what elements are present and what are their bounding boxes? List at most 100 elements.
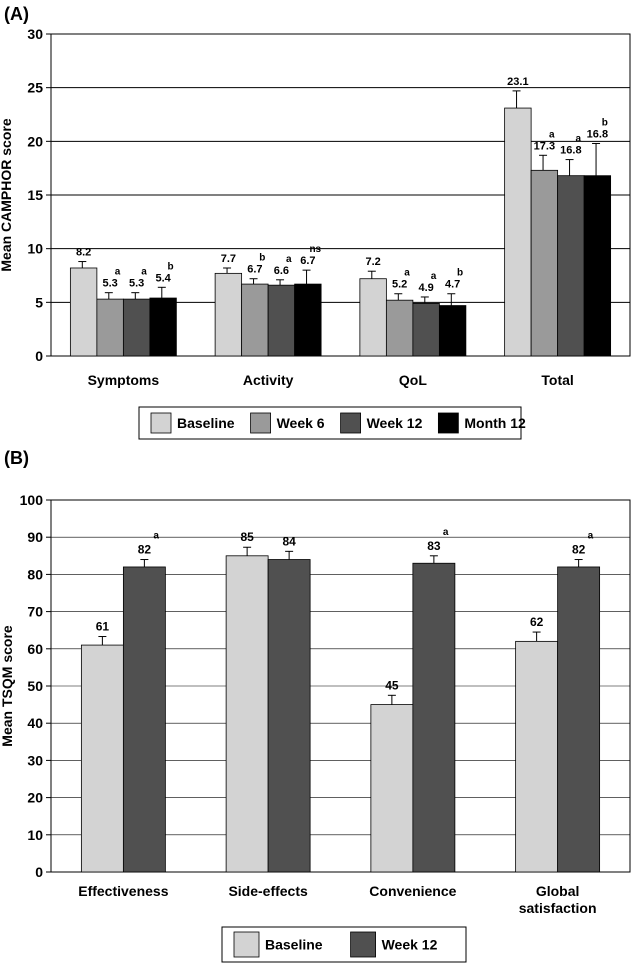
data-label: 85 <box>240 530 254 544</box>
data-label: 6.7 <box>247 264 262 276</box>
x-tick-label: Convenience <box>369 883 456 899</box>
y-tick-label: 20 <box>27 133 43 149</box>
y-tick-label: 90 <box>27 529 43 545</box>
data-label: 61 <box>96 620 110 634</box>
bar <box>80 644 124 873</box>
legend-swatch <box>233 931 260 958</box>
bar <box>557 175 585 357</box>
data-label: 83 <box>427 539 441 553</box>
panel-label: (A) <box>4 4 29 24</box>
y-tick-label: 60 <box>27 641 43 657</box>
bar <box>530 169 559 357</box>
x-tick-label: Symptoms <box>88 372 160 388</box>
y-tick-label: 20 <box>27 790 43 806</box>
data-label: 23.1 <box>507 76 528 88</box>
x-tick-label: QoL <box>399 372 427 388</box>
bar <box>438 305 467 357</box>
legend-label: Week 6 <box>277 415 325 431</box>
data-label: 8.2 <box>76 247 91 259</box>
y-tick-label: 25 <box>27 80 43 96</box>
data-label: 82 <box>572 543 586 557</box>
x-tick-label: Activity <box>243 372 294 388</box>
legend-swatch <box>350 931 376 958</box>
data-label: 4.9 <box>418 282 433 294</box>
legend-swatch <box>340 412 361 434</box>
data-label: 5.3 <box>129 278 144 290</box>
bar <box>149 297 177 357</box>
significance-marker: a <box>141 267 147 278</box>
significance-marker: a <box>549 129 555 140</box>
legend-label: Week 12 <box>382 937 438 953</box>
y-tick-label: 15 <box>27 187 43 203</box>
significance-marker: a <box>286 254 292 265</box>
bar <box>122 566 166 873</box>
significance-marker: a <box>431 271 437 282</box>
y-tick-label: 80 <box>27 566 43 582</box>
significance-marker: b <box>259 253 265 264</box>
legend-label: Baseline <box>177 415 235 431</box>
bar <box>412 303 440 357</box>
bar <box>515 640 559 873</box>
data-label: 5.4 <box>155 272 171 284</box>
data-label: 5.3 <box>102 278 117 290</box>
legend-label: Baseline <box>265 937 323 953</box>
significance-marker: a <box>404 268 410 279</box>
legend-label: Week 12 <box>367 415 423 431</box>
bar <box>557 566 601 873</box>
bar <box>359 278 387 357</box>
data-label: 7.7 <box>221 253 236 265</box>
significance-marker: a <box>443 527 449 538</box>
y-tick-label: 30 <box>27 26 43 42</box>
data-label: 45 <box>385 678 399 692</box>
x-tick-label: Effectiveness <box>78 883 168 899</box>
bar <box>225 555 269 873</box>
data-label: 84 <box>282 534 296 548</box>
data-label: 6.7 <box>300 255 315 267</box>
data-label: 16.8 <box>587 128 608 140</box>
y-tick-label: 40 <box>27 715 43 731</box>
significance-marker: a <box>115 267 121 278</box>
bar <box>370 704 414 873</box>
data-label: 62 <box>530 615 544 629</box>
data-label: 17.3 <box>534 140 555 152</box>
significance-marker: b <box>602 117 608 128</box>
y-tick-label: 0 <box>35 348 43 364</box>
x-tick-label: Total <box>541 372 573 388</box>
y-tick-label: 100 <box>20 492 44 508</box>
bar <box>69 267 98 357</box>
data-label: 82 <box>138 543 152 557</box>
legend-swatch <box>150 412 172 434</box>
y-tick-label: 30 <box>27 752 43 768</box>
legend-label: Month 12 <box>464 415 526 431</box>
bar <box>96 298 124 357</box>
significance-marker: a <box>588 531 594 542</box>
data-label: 6.6 <box>274 265 289 277</box>
bar <box>412 562 456 873</box>
data-label: 7.2 <box>365 256 380 268</box>
y-axis-title: Mean TSQM score <box>0 625 15 747</box>
data-label: 16.8 <box>560 145 581 157</box>
bar <box>214 272 243 357</box>
legend-swatch <box>250 412 271 434</box>
y-tick-label: 70 <box>27 604 43 620</box>
tsqm-chart: (B) 0 10 20 30 40 50 60 70 80 90 100 Mean TSQM score… <box>0 448 631 963</box>
bar <box>385 299 414 357</box>
bar <box>504 107 532 357</box>
y-tick-label: 0 <box>35 864 43 880</box>
legend-swatch <box>437 412 459 434</box>
legend <box>221 926 467 963</box>
y-tick-label: 50 <box>27 678 43 694</box>
x-tick-label: satisfaction <box>519 900 597 916</box>
significance-marker: b <box>167 261 173 272</box>
x-tick-label: Side-effects <box>228 883 308 899</box>
bar <box>241 283 269 357</box>
y-axis-title: Mean CAMPHOR score <box>0 118 14 271</box>
significance-marker: ns <box>309 244 321 255</box>
bar <box>267 284 296 357</box>
bar <box>267 559 311 873</box>
bar <box>294 283 322 357</box>
data-label: 4.7 <box>445 279 460 291</box>
x-tick-label: Global <box>536 883 580 899</box>
data-label: 5.2 <box>392 279 407 291</box>
